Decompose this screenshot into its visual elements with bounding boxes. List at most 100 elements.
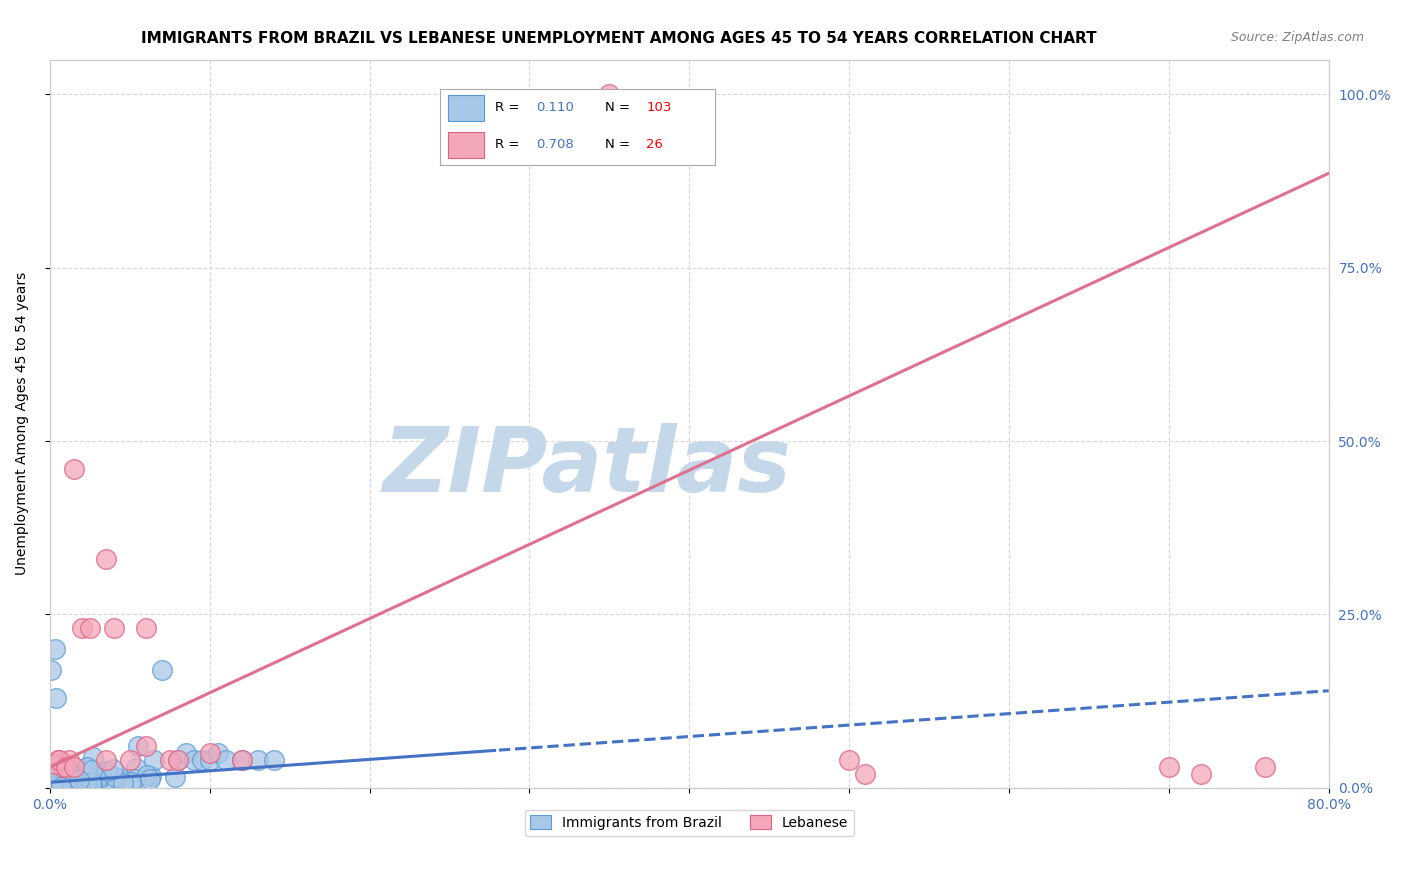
Point [127, 739, 149, 754]
Point [231, 753, 253, 767]
Point [41, 764, 63, 779]
Point [62, 462, 84, 476]
Point [48, 780, 70, 794]
Point [49, 756, 72, 770]
Point [42, 780, 65, 794]
Point [41, 780, 63, 794]
Point [139, 772, 162, 786]
Point [263, 753, 285, 767]
Point [45, 780, 67, 794]
Point [49, 773, 72, 788]
Point [70, 621, 93, 635]
Point [45, 777, 67, 791]
Point [108, 772, 131, 786]
Point [48, 753, 70, 767]
Point [58, 778, 80, 792]
Point [79, 621, 101, 635]
Point [94, 552, 117, 566]
Point [55, 760, 77, 774]
Text: Source: ZipAtlas.com: Source: ZipAtlas.com [1230, 31, 1364, 45]
Point [166, 753, 188, 767]
Point [41, 769, 63, 783]
Point [125, 760, 148, 774]
Text: IMMIGRANTS FROM BRAZIL VS LEBANESE UNEMPLOYMENT AMONG AGES 45 TO 54 YEARS CORREL: IMMIGRANTS FROM BRAZIL VS LEBANESE UNEMP… [141, 31, 1097, 46]
Point [76, 760, 98, 774]
Point [207, 746, 229, 760]
Point [41, 780, 63, 794]
Point [166, 753, 188, 767]
Point [53, 775, 76, 789]
Point [86, 775, 108, 789]
Point [82, 778, 104, 792]
Point [104, 770, 127, 784]
Point [1254, 760, 1277, 774]
Point [49, 774, 72, 789]
Point [58, 753, 80, 767]
Point [42, 773, 65, 788]
Point [76, 777, 98, 791]
Point [90, 764, 112, 779]
Point [52, 760, 75, 774]
Point [65, 776, 87, 790]
Point [41, 778, 63, 792]
Point [60, 769, 83, 783]
Point [65, 770, 87, 784]
Point [135, 621, 157, 635]
Point [52, 780, 75, 794]
Point [42, 763, 65, 777]
Point [183, 753, 205, 767]
Point [75, 761, 97, 775]
Point [76, 777, 98, 791]
Point [55, 772, 77, 787]
Point [190, 753, 212, 767]
Point [48, 778, 70, 792]
Point [70, 779, 93, 793]
Point [65, 779, 87, 793]
Point [41, 780, 63, 794]
Point [62, 778, 84, 792]
Point [82, 777, 104, 791]
Point [75, 776, 97, 790]
Point [82, 749, 104, 764]
Point [49, 778, 72, 792]
Point [45, 773, 67, 788]
Point [1157, 760, 1180, 774]
Point [49, 775, 72, 789]
Point [112, 776, 135, 790]
Point [60, 780, 83, 794]
Point [52, 775, 75, 789]
Point [46, 753, 69, 767]
Point [96, 764, 118, 778]
Point [142, 753, 165, 767]
Point [42, 758, 65, 772]
Point [41, 663, 63, 677]
Point [198, 753, 221, 767]
Point [231, 753, 253, 767]
Legend: Immigrants from Brazil, Lebanese: Immigrants from Brazil, Lebanese [524, 810, 853, 836]
Point [66, 778, 89, 792]
Point [80, 776, 103, 790]
Point [198, 746, 221, 760]
Point [853, 767, 876, 781]
Point [48, 779, 70, 793]
Point [87, 771, 110, 785]
Point [120, 775, 142, 789]
Point [45, 690, 67, 705]
Text: ZIPatlas: ZIPatlas [382, 424, 792, 511]
Point [44, 774, 66, 789]
Y-axis label: Unemployment Among Ages 45 to 54 years: Unemployment Among Ages 45 to 54 years [15, 272, 30, 575]
Point [44, 642, 66, 657]
Point [62, 771, 84, 785]
Point [49, 780, 72, 794]
Point [103, 621, 125, 635]
Point [139, 770, 162, 784]
Point [118, 753, 141, 767]
Point [44, 771, 66, 785]
Point [67, 779, 90, 793]
Point [838, 753, 860, 767]
Point [42, 778, 65, 792]
Point [94, 753, 117, 767]
Point [60, 768, 83, 782]
Point [72, 777, 94, 791]
Point [174, 746, 197, 760]
